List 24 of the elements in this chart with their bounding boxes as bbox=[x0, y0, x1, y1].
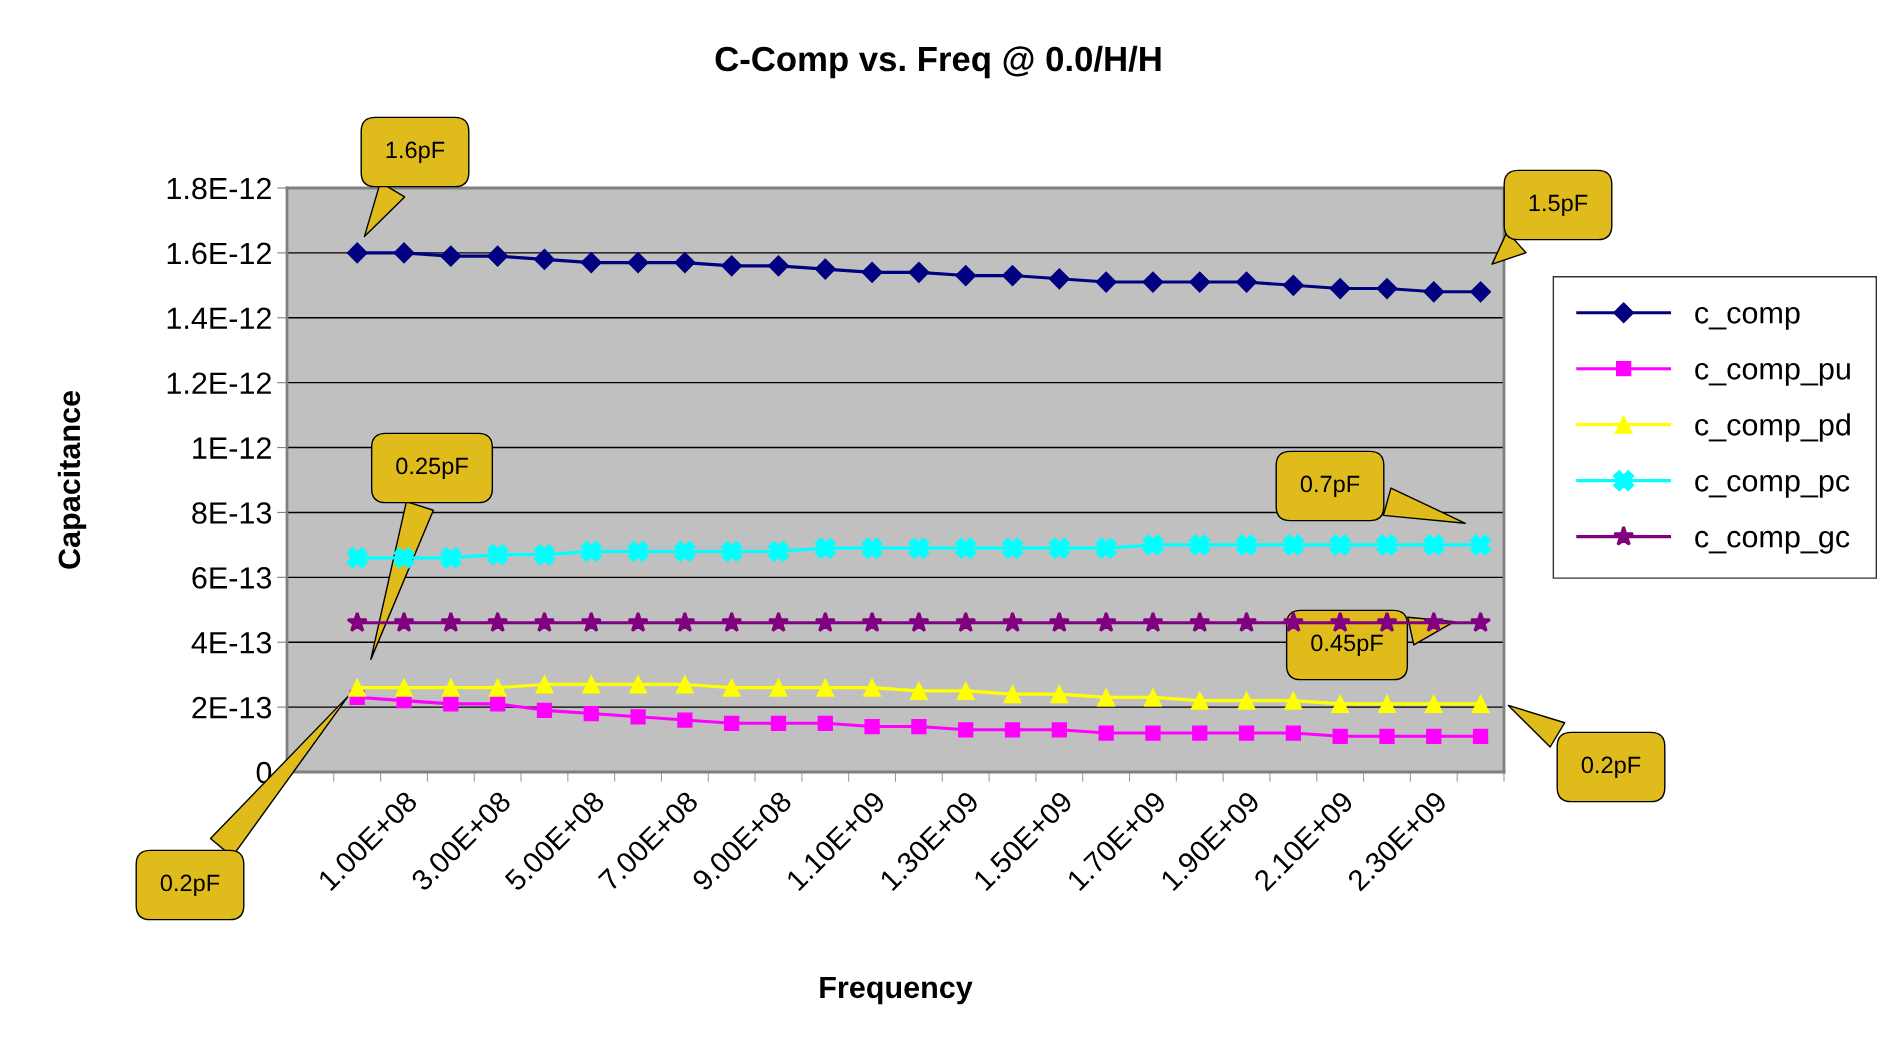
legend-label: c_comp bbox=[1695, 306, 1800, 330]
legend-label: c_comp_gc bbox=[1695, 530, 1850, 554]
text: 1.5pF bbox=[1529, 194, 1588, 216]
y-tick-label: 1E-12 bbox=[193, 437, 271, 459]
text: 0.2pF bbox=[160, 874, 220, 897]
y-tick-label: 1.8E-12 bbox=[167, 177, 271, 200]
x-axis-title: Frequency bbox=[820, 976, 973, 1005]
legend-label: c_comp_pc bbox=[1695, 474, 1850, 498]
chart-title: C-Comp vs. Freq @ 0.0/H/H bbox=[715, 45, 1161, 79]
annotation: 0.25pF bbox=[396, 457, 468, 479]
y-tick-label: 1.2E-12 bbox=[167, 372, 271, 394]
text: 0.2pF bbox=[1581, 756, 1641, 779]
y-tick-label: 6E-13 bbox=[192, 567, 272, 589]
legend-label: c_comp_pu bbox=[1695, 362, 1850, 386]
y-tick-label: 8E-13 bbox=[192, 502, 272, 524]
y-tick-label: 1.6E-12 bbox=[167, 242, 271, 265]
y-tick-label: 1.4E-12 bbox=[167, 307, 271, 329]
legend-label: c_comp_pd bbox=[1695, 413, 1850, 442]
text: 1.6pF bbox=[386, 141, 445, 164]
y-tick-label: 4E-13 bbox=[191, 631, 272, 654]
y-tick-label: 2E-13 bbox=[192, 696, 272, 719]
annotation: 0.45pF bbox=[1311, 634, 1383, 657]
annotation: 0.7pF bbox=[1300, 475, 1360, 498]
y-axis-title: Capacitance bbox=[57, 391, 87, 569]
